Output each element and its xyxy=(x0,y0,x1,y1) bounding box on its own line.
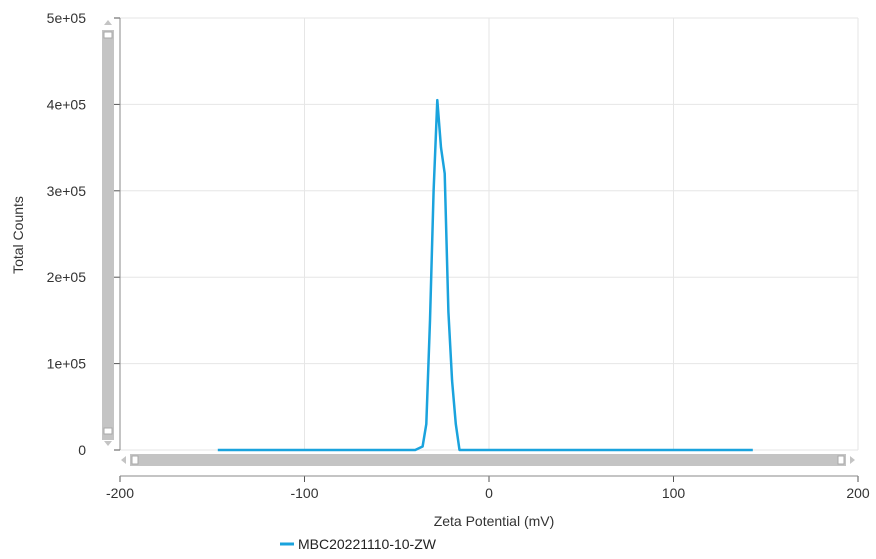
y-tick-label: 3e+05 xyxy=(47,183,87,199)
x-scrollbar-left-handle[interactable] xyxy=(132,456,138,464)
legend-label: MBC20221110-10-ZW xyxy=(298,536,437,552)
y-scrollbar-bottom-handle[interactable] xyxy=(104,428,112,434)
series-layer xyxy=(218,100,753,450)
x-zoom-scrollbar[interactable] xyxy=(121,454,855,466)
y-tick-label: 4e+05 xyxy=(47,96,87,112)
y-tick-label: 0 xyxy=(78,442,86,458)
y-scrollbar-top-handle[interactable] xyxy=(104,32,112,38)
y-scroll-down-arrow-icon[interactable] xyxy=(104,441,112,446)
y-tick-label: 2e+05 xyxy=(47,269,87,285)
x-tick-label: 200 xyxy=(846,485,870,501)
x-scrollbar-track[interactable] xyxy=(130,454,846,466)
y-scrollbar-track[interactable] xyxy=(102,30,114,440)
x-tick-label: -100 xyxy=(290,485,318,501)
x-scrollbar-right-handle[interactable] xyxy=(838,456,844,464)
x-scroll-right-arrow-icon[interactable] xyxy=(850,456,855,464)
y-tick-label: 5e+05 xyxy=(47,10,87,26)
y-scroll-up-arrow-icon[interactable] xyxy=(104,20,112,25)
series-line[interactable] xyxy=(218,100,753,450)
legend[interactable]: MBC20221110-10-ZW xyxy=(280,536,437,552)
x-scroll-left-arrow-icon[interactable] xyxy=(121,456,126,464)
axes: 0 1e+05 2e+05 3e+05 4e+05 5e+05 -200 -100 0 100 20… xyxy=(47,10,870,501)
grid-lines xyxy=(120,18,858,450)
x-axis-title: Zeta Potential (mV) xyxy=(434,513,555,529)
x-tick-label: 100 xyxy=(662,485,686,501)
y-axis-title: Total Counts xyxy=(10,196,26,274)
x-tick-label: -200 xyxy=(106,485,134,501)
y-zoom-scrollbar[interactable] xyxy=(102,20,114,446)
x-tick-label: 0 xyxy=(485,485,493,501)
y-tick-label: 1e+05 xyxy=(47,356,87,372)
